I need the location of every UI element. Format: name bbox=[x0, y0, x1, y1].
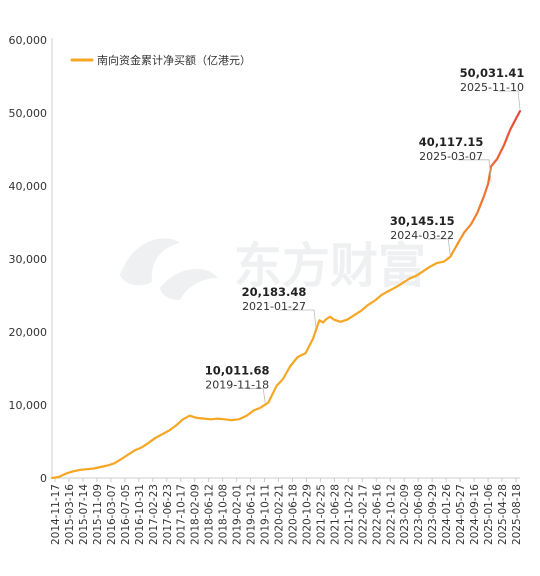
x-tick-label: 2025-04-28 bbox=[497, 484, 509, 545]
y-tick-label: 50,000 bbox=[9, 107, 48, 120]
x-tick-label: 2016-07-05 bbox=[120, 484, 132, 545]
x-tick-label: 2023-06-08 bbox=[413, 484, 425, 545]
x-tick-label: 2014-11-17 bbox=[50, 484, 62, 545]
x-tick-label: 2025-08-18 bbox=[511, 484, 523, 545]
annotation-leader-line bbox=[280, 309, 317, 329]
x-tick-label: 2015-11-09 bbox=[92, 484, 104, 545]
x-tick-label: 2025-01-06 bbox=[483, 484, 495, 545]
y-tick-label: 40,000 bbox=[9, 180, 48, 193]
x-tick-label: 2016-03-07 bbox=[106, 484, 118, 545]
x-tick-label: 2020-10-29 bbox=[301, 484, 313, 545]
x-tick-label: 2024-09-16 bbox=[469, 484, 481, 545]
annotation-leader-line bbox=[457, 159, 492, 182]
annotation-value: 20,183.48 bbox=[242, 285, 307, 299]
x-tick-label: 2017-10-17 bbox=[176, 484, 188, 545]
x-tick-label: 2021-06-28 bbox=[329, 484, 341, 545]
x-tick-label: 2015-07-14 bbox=[78, 484, 90, 545]
annotation-date: 2025-03-07 bbox=[419, 150, 483, 163]
x-tick-label: 2015-03-16 bbox=[64, 484, 76, 545]
x-tick-label: 2017-02-23 bbox=[148, 484, 160, 545]
annotation-date: 2025-11-10 bbox=[460, 81, 524, 94]
annotation-leader-line bbox=[428, 238, 451, 255]
y-axis-ticks: 60,000 50,000 40,000 30,000 20,000 10,00… bbox=[9, 34, 48, 485]
annotation-date: 2021-01-27 bbox=[242, 300, 306, 313]
annotation-leader-line bbox=[498, 90, 521, 110]
y-tick-label: 10,000 bbox=[9, 399, 48, 412]
y-tick-label: 0 bbox=[40, 472, 47, 485]
annotation-value: 50,031.41 bbox=[460, 66, 525, 80]
legend-label: 南向资金累计净买额（亿港元） bbox=[97, 53, 251, 67]
x-tick-label: 2019-02-01 bbox=[232, 484, 244, 545]
legend: 南向资金累计净买额（亿港元） bbox=[70, 53, 251, 67]
x-tick-label: 2019-06-12 bbox=[246, 484, 258, 545]
watermark: 东方财富 bbox=[120, 238, 426, 300]
x-tick-label: 2024-05-27 bbox=[455, 484, 467, 545]
y-tick-label: 60,000 bbox=[9, 34, 48, 47]
x-tick-label: 2016-10-31 bbox=[134, 484, 146, 545]
x-tick-label: 2021-10-22 bbox=[343, 484, 355, 545]
x-tick-label: 2020-06-18 bbox=[287, 484, 299, 545]
x-tick-label: 2023-09-29 bbox=[427, 484, 439, 545]
watermark-logo-icon bbox=[120, 238, 218, 300]
annotation-date: 2019-11-18 bbox=[205, 379, 269, 392]
annotation-date: 2024-03-22 bbox=[390, 229, 454, 242]
annotation-value: 30,145.15 bbox=[390, 214, 455, 228]
x-tick-label: 2022-02-17 bbox=[357, 484, 369, 545]
x-tick-label: 2018-10-08 bbox=[218, 484, 230, 545]
x-tick-label: 2022-10-12 bbox=[385, 484, 397, 545]
annotation-leader-line bbox=[243, 388, 266, 403]
x-axis-ticks: 2014-11-17 2015-03-16 2015-07-14 2015-11-09… bbox=[50, 478, 523, 545]
x-tick-label: 2023-02-09 bbox=[399, 484, 411, 545]
annotation-value: 10,011.68 bbox=[205, 364, 270, 378]
x-tick-label: 2019-10-11 bbox=[260, 484, 272, 545]
x-tick-label: 2018-06-12 bbox=[204, 484, 216, 545]
x-tick-label: 2021-02-25 bbox=[315, 484, 327, 545]
annotation-value: 40,117.15 bbox=[419, 135, 484, 149]
x-tick-label: 2018-02-09 bbox=[190, 484, 202, 545]
x-tick-label: 2017-06-23 bbox=[162, 484, 174, 545]
x-tick-label: 2020-02-21 bbox=[274, 484, 286, 545]
watermark-text: 东方财富 bbox=[234, 238, 426, 294]
series-line bbox=[50, 110, 522, 480]
y-tick-label: 30,000 bbox=[9, 253, 48, 266]
y-tick-label: 20,000 bbox=[9, 326, 48, 339]
x-tick-label: 2022-06-16 bbox=[371, 484, 383, 545]
x-tick-label: 2024-01-26 bbox=[441, 484, 453, 545]
